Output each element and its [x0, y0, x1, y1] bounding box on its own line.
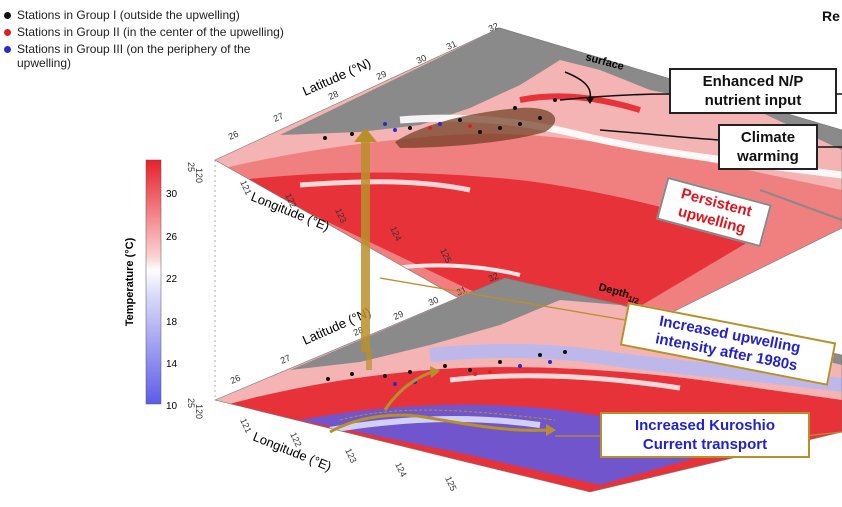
legend-dot-blue — [4, 46, 11, 53]
kuroshio-transport-text: Increased Kuroshio Current transport — [634, 417, 776, 453]
nutrient-input-text: Enhanced N/P nutrient input — [702, 73, 804, 109]
svg-text:25: 25 — [186, 162, 196, 172]
colorbar-tick-22: 22 — [166, 274, 178, 285]
legend-item-group-1: Stations in Group I (outside the upwelli… — [2, 8, 302, 22]
surface-stations — [323, 98, 557, 140]
svg-text:121: 121 — [238, 179, 253, 197]
colorbar-tick-26: 26 — [166, 232, 178, 243]
svg-text:32: 32 — [487, 21, 500, 34]
legend-label-group-2: Stations in Group II (in the center of t… — [17, 25, 284, 39]
svg-text:25: 25 — [186, 398, 196, 408]
corner-text: Re — [822, 8, 840, 24]
depth-stations — [326, 350, 567, 386]
vertical-upwelling-arrow — [354, 128, 377, 370]
depth-land — [290, 278, 842, 370]
legend-dot-red — [4, 29, 11, 36]
surface-lat-ticks: 25 26 27 28 29 30 31 32 — [186, 21, 500, 172]
annotation-connectors — [379, 277, 842, 437]
svg-text:29: 29 — [375, 69, 388, 82]
svg-text:27: 27 — [272, 111, 285, 124]
svg-text:121: 121 — [238, 417, 253, 435]
svg-text:31: 31 — [445, 39, 458, 52]
depth-map: Latitude (°N) Longitude (°E) 25 26 27 28… — [186, 271, 842, 493]
climate-warming-box: Climate warming — [718, 124, 818, 170]
kuroshio-transport-box: Increased Kuroshio Current transport — [600, 412, 810, 458]
depth-lat-ticks: 25 26 27 28 29 30 31 32 — [186, 271, 500, 408]
colorbar-tick-30: 30 — [166, 189, 178, 200]
legend-dot-black — [4, 12, 11, 19]
legend-label-group-3: Stations in Group III (on the periphery … — [17, 42, 251, 70]
svg-text:29: 29 — [392, 309, 405, 322]
svg-text:124: 124 — [393, 461, 408, 479]
kuroshio-flow-arrows — [329, 366, 556, 436]
upwelling-connector — [759, 189, 842, 221]
climate-warming-text: Climate warming — [737, 129, 799, 165]
svg-text:120: 120 — [194, 404, 204, 419]
legend-label-group-1: Stations in Group I (outside the upwelli… — [17, 8, 240, 22]
colorbar-tick-18: 18 — [166, 317, 178, 328]
depth-cool-band — [429, 343, 842, 392]
svg-text:31: 31 — [455, 285, 468, 298]
svg-text:27: 27 — [279, 353, 292, 366]
legend-item-group-2: Stations in Group II (in the center of t… — [2, 25, 302, 39]
station-legend: Stations in Group I (outside the upwelli… — [2, 8, 302, 73]
colorbar-gradient — [145, 159, 162, 405]
svg-text:28: 28 — [327, 89, 340, 102]
svg-text:120: 120 — [194, 168, 204, 183]
svg-text:30: 30 — [427, 295, 440, 308]
surface-upwelling-zone — [395, 107, 556, 148]
nutrient-input-box: Enhanced N/P nutrient input — [669, 68, 837, 114]
colorbar-tick-14: 14 — [166, 359, 178, 370]
colorbar-title: Temperature (°C) — [124, 237, 136, 326]
legend-item-group-3: Stations in Group III (on the periphery … — [2, 42, 302, 70]
svg-text:125: 125 — [443, 475, 458, 493]
svg-text:26: 26 — [227, 129, 240, 142]
svg-text:123: 123 — [343, 447, 358, 465]
svg-text:30: 30 — [415, 53, 428, 66]
colorbar-tick-10: 10 — [166, 401, 178, 412]
svg-text:26: 26 — [229, 373, 242, 386]
colorbar: Temperature (°C) 30 26 22 18 14 10 — [124, 159, 178, 412]
svg-text:32: 32 — [487, 271, 500, 284]
